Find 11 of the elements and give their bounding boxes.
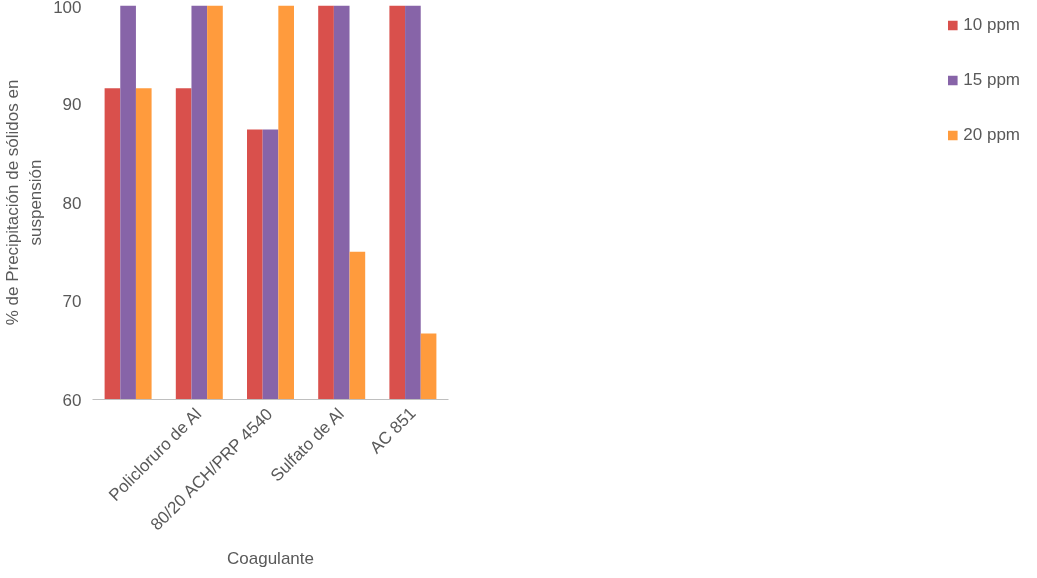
y-tick-label: 100 [53,0,82,17]
x-axis-title: Coagulante [227,548,314,568]
y-tick-label: 90 [62,95,82,114]
legend-label: 20 ppm [963,125,1020,145]
legend-label: 10 ppm [963,15,1020,35]
x-tick-label: AC 851 [366,403,420,458]
y-tick-label: 80 [62,193,82,213]
y-tick-label: 70 [62,292,82,311]
legend-label: 15 ppm [963,70,1020,90]
y-tick-label: 60 [62,390,82,410]
y-axis-title: % de Precipitación de sólidos en suspensión [3,79,46,326]
